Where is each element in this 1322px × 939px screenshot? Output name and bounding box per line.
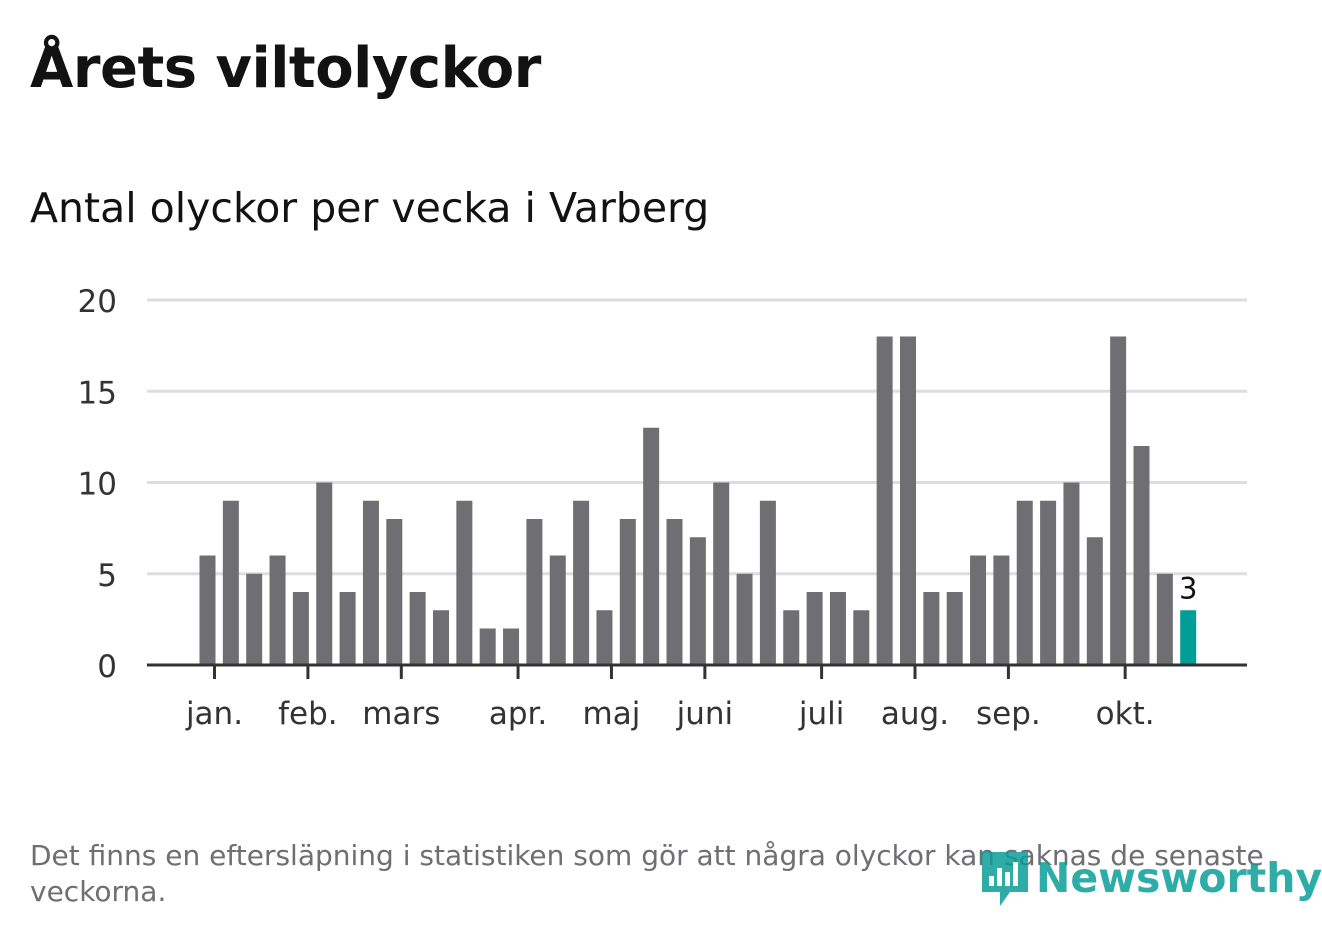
bar	[806, 592, 823, 665]
bar	[923, 592, 940, 665]
bar	[689, 537, 706, 665]
bar	[1133, 446, 1150, 665]
bar	[339, 592, 356, 665]
bar	[433, 610, 449, 665]
bar	[503, 628, 520, 665]
bar	[246, 573, 263, 665]
x-tick-label: mars	[362, 696, 440, 732]
bar	[1063, 482, 1080, 665]
bar	[970, 555, 987, 665]
y-tick-label: 20	[78, 284, 117, 320]
x-tick-label: apr.	[489, 696, 547, 732]
bar	[1110, 336, 1127, 665]
bar	[526, 519, 543, 665]
bar	[876, 336, 893, 665]
footnote: Det finns en eftersläpning i statistiken…	[30, 839, 1264, 908]
chart-subtitle: Antal olyckor per vecka i Varberg	[30, 184, 710, 232]
bar	[269, 555, 286, 665]
bar	[292, 592, 309, 665]
y-tick-label: 15	[78, 375, 117, 411]
bar	[199, 555, 216, 665]
y-tick-label: 10	[78, 467, 117, 503]
bar	[1156, 573, 1173, 665]
bar	[549, 555, 566, 665]
x-tick-label: feb.	[278, 696, 338, 732]
bar	[1086, 537, 1103, 665]
x-tick-label: sep.	[976, 696, 1041, 732]
bar	[596, 610, 613, 665]
bar	[456, 500, 473, 665]
bar	[1040, 500, 1057, 665]
bar-highlight	[1180, 610, 1197, 665]
bar	[713, 482, 730, 665]
bar	[946, 592, 963, 665]
newsworthy-logo: Newsworthy	[980, 848, 1322, 908]
bar	[1016, 500, 1033, 665]
bar	[573, 500, 590, 665]
bar	[386, 519, 403, 665]
bar	[783, 610, 800, 665]
bar	[900, 336, 916, 665]
x-tick-label: okt.	[1096, 696, 1155, 732]
x-tick-label: juli	[798, 696, 845, 732]
x-tick-label: maj	[583, 696, 641, 732]
bar	[479, 628, 496, 665]
bar	[362, 500, 379, 665]
chart-title: Årets viltolyckor	[30, 36, 541, 101]
y-tick-label: 5	[97, 558, 117, 594]
bar	[643, 427, 660, 665]
bar	[736, 573, 753, 665]
bar	[222, 500, 239, 665]
bar	[316, 482, 333, 665]
bar	[619, 519, 636, 665]
data-label: 3	[1179, 571, 1197, 605]
y-tick-label: 0	[97, 649, 117, 685]
bar	[409, 592, 426, 665]
bar	[759, 500, 776, 665]
newsworthy-logo-icon	[982, 852, 1028, 906]
x-tick-label: jan.	[185, 696, 243, 732]
bar	[666, 519, 683, 665]
bar	[853, 610, 870, 665]
bar	[993, 555, 1010, 665]
bar	[829, 592, 846, 665]
logo-text: Newsworthy	[1036, 854, 1322, 902]
x-tick-label: aug.	[881, 696, 949, 732]
x-tick-label: juni	[676, 696, 734, 732]
